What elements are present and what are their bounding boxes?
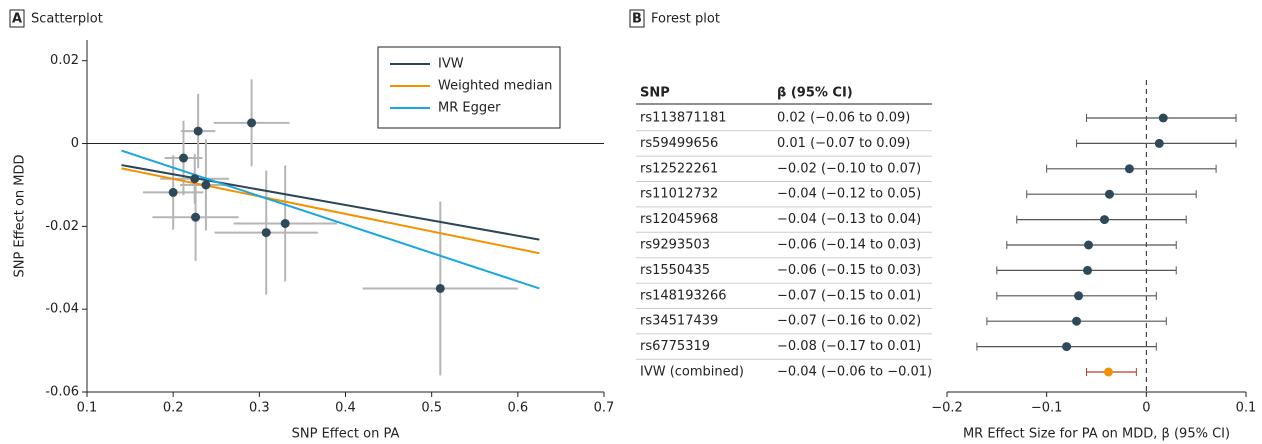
row-label: IVW (combined) <box>640 365 744 380</box>
point <box>280 218 290 228</box>
legend-label: Weighted median <box>438 79 552 94</box>
legend-box <box>377 46 561 129</box>
panel-title: Scatterplot <box>31 12 103 27</box>
row-label: rs11012732 <box>640 187 718 202</box>
y-tick-label: 0.02 <box>50 53 79 68</box>
row-label: rs148193266 <box>640 288 727 303</box>
row-value: 0.01 (−0.07 to 0.09) <box>777 136 910 151</box>
x-tick-label: 0.2 <box>163 401 184 416</box>
row-value: −0.02 (−0.10 to 0.07) <box>777 161 921 176</box>
panel-letter: A <box>12 12 22 27</box>
estimate-point <box>1158 113 1168 123</box>
x-axis-label: MR Effect Size for PA on MDD, β (95% CI) <box>963 427 1230 442</box>
point <box>179 153 189 163</box>
y-tick-label: 0 <box>71 136 79 151</box>
x-tick-label: −0.1 <box>1031 401 1063 416</box>
estimate-point <box>1074 291 1084 301</box>
x-tick-label: 0.5 <box>421 401 442 416</box>
row-value: −0.08 (−0.17 to 0.01) <box>777 339 921 354</box>
row-value: −0.04 (−0.12 to 0.05) <box>777 187 921 202</box>
row-label: rs12045968 <box>640 212 718 227</box>
fit-line <box>121 164 540 241</box>
x-tick-label: 0 <box>1142 401 1150 416</box>
panel-letter-box <box>9 9 25 28</box>
panel-letter: B <box>632 12 642 27</box>
legend-label: IVW <box>438 57 464 72</box>
x-tick-label: 0.1 <box>1236 401 1257 416</box>
row-value: −0.04 (−0.13 to 0.04) <box>777 212 921 227</box>
column-header: SNP <box>640 86 670 101</box>
y-tick-label: -0.02 <box>45 219 79 234</box>
y-tick-label: -0.06 <box>45 385 79 400</box>
x-tick-label: −0.2 <box>931 401 963 416</box>
estimate-point <box>1104 189 1114 199</box>
y-tick-label: -0.04 <box>45 302 79 317</box>
legend-label: MR Egger <box>438 101 501 116</box>
estimate-point <box>1062 342 1072 352</box>
estimate-point <box>1103 367 1113 377</box>
row-value: −0.07 (−0.16 to 0.02) <box>777 314 921 329</box>
point <box>193 126 203 136</box>
estimate-point <box>1099 215 1109 225</box>
panel-letter-box <box>629 9 645 28</box>
row-label: rs34517439 <box>640 314 718 329</box>
estimate-point <box>1084 240 1094 250</box>
fit-line <box>121 167 540 255</box>
point <box>191 212 201 222</box>
row-label: rs113871181 <box>640 111 727 126</box>
row-label: rs9293503 <box>640 238 710 253</box>
fit-line <box>121 149 540 290</box>
column-header: β (95% CI) <box>777 86 853 101</box>
estimate-point <box>1154 138 1164 148</box>
estimate-point <box>1072 316 1082 326</box>
x-tick-label: 0.4 <box>335 401 356 416</box>
row-value: −0.04 (−0.06 to −0.01) <box>777 365 932 380</box>
row-label: rs1550435 <box>640 263 710 278</box>
row-value: −0.06 (−0.14 to 0.03) <box>777 238 921 253</box>
point <box>168 187 178 197</box>
estimate-point <box>1124 164 1134 174</box>
point <box>261 228 271 238</box>
row-label: rs59499656 <box>640 136 718 151</box>
x-tick-label: 0.1 <box>77 401 98 416</box>
row-label: rs6775319 <box>640 339 710 354</box>
x-tick-label: 0.3 <box>249 401 270 416</box>
row-value: 0.02 (−0.06 to 0.09) <box>777 111 910 126</box>
panel-title: Forest plot <box>651 12 720 27</box>
point <box>190 174 200 184</box>
point <box>435 283 445 293</box>
row-value: −0.06 (−0.15 to 0.03) <box>777 263 921 278</box>
y-axis-label: SNP Effect on MDD <box>13 154 28 277</box>
point <box>247 118 257 128</box>
estimate-point <box>1083 265 1093 275</box>
x-tick-label: 0.6 <box>507 401 528 416</box>
x-axis-label: SNP Effect on PA <box>292 427 400 442</box>
row-label: rs12522261 <box>640 161 718 176</box>
x-tick-label: 0.7 <box>594 401 615 416</box>
point <box>201 180 211 190</box>
row-value: −0.07 (−0.15 to 0.01) <box>777 288 921 303</box>
